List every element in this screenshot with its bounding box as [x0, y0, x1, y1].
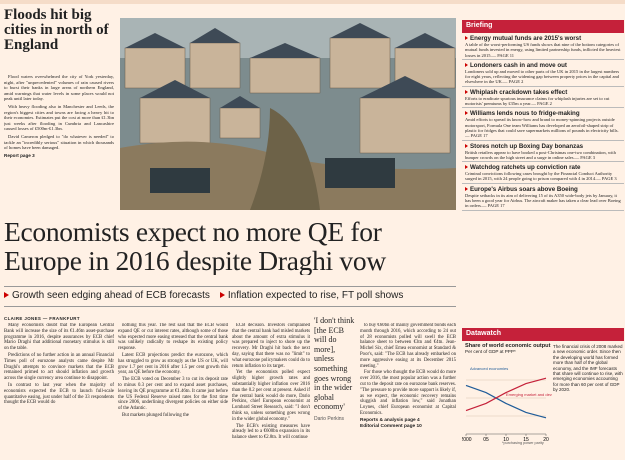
page-ref: Editorial Comment page 10: [360, 423, 422, 429]
briefing-item: Williams lends nous to fridge-making Amid…: [462, 108, 624, 141]
quote-source: Dario Perkins: [314, 415, 345, 422]
x-tick-label: 10: [503, 437, 509, 443]
datawatch-title: Datawatch: [462, 328, 624, 341]
briefing: Briefing Energy mutual funds are 2015's …: [462, 20, 624, 460]
paragraph: Predictions of no further action in an a…: [4, 352, 114, 382]
paragraph: Many economists doubt that the European …: [4, 323, 114, 352]
flood-paragraph: With heavy flooding also in Manchester a…: [4, 103, 114, 132]
paragraph: In contrast to last year when the majori…: [4, 382, 114, 406]
x-tick-label: 20: [543, 437, 549, 443]
briefing-body: Efforts to eradicate spurious insurance …: [465, 95, 610, 107]
page-ref: Report page 3: [4, 152, 35, 158]
chart-subtitle: Per cent of GDP at PPP*: [465, 349, 516, 354]
top-bar: [0, 0, 625, 4]
lead-headline: Economists expect no more QE for Europe …: [4, 217, 386, 275]
page-ref: Reports & analysis page 4: [360, 417, 420, 423]
x-tick-label: 05: [483, 437, 489, 443]
paragraph: to buy €60bn of mainly government bonds …: [360, 323, 456, 369]
legend-label: Emerging market and developing economies: [506, 392, 552, 397]
briefing-body: Despite setbacks in its aim of deliverin…: [465, 192, 621, 209]
flood-photo: [120, 18, 456, 210]
quote-text: 'I don't think [the ECB will do more], u…: [314, 316, 355, 412]
briefing-headline: Williams lends nous to fridge-making: [465, 110, 621, 117]
flood-headline: Floods hit big cities in north of Englan…: [4, 8, 109, 53]
legend-label: Advanced economies: [470, 366, 508, 371]
chart-note: *purchasing power parity: [502, 441, 544, 445]
x-tick-label: 15: [523, 437, 529, 443]
paragraph: Yet the economists polled expect slightl…: [232, 370, 310, 422]
paragraph: The ECB's existing measures have already…: [232, 423, 310, 441]
paragraph: ECB decision. Investors complained that …: [232, 323, 310, 369]
subheads: Growth seen edging ahead of ECB forecast…: [4, 290, 456, 301]
briefing-item: Whiplash crackdown takes effect Efforts t…: [462, 87, 624, 109]
text-column: to buy €60bn of mainly government bonds …: [360, 323, 456, 460]
briefing-item: Energy mutual funds are 2015's worst A ta…: [462, 33, 624, 60]
subhead: Growth seen edging ahead of ECB forecast…: [4, 290, 210, 301]
paragraph: But markets plunged following the: [122, 412, 189, 418]
text-column: nothing this year. The rest said that th…: [118, 323, 228, 460]
byline: CLAIRE JONES — FRANKFURT: [4, 316, 80, 321]
briefing-body: British retailers appear to have booked …: [465, 149, 616, 160]
text-column: Many economists doubt that the European …: [4, 323, 114, 460]
briefing-body: A table of the worst-performing US funds…: [465, 42, 621, 58]
series-line: [465, 377, 547, 412]
briefing-headline: Watchdog ratchets up conviction rate: [465, 164, 621, 171]
rule: [4, 306, 456, 307]
briefing-item: Stores notch up Boxing Day bonanzas Briti…: [462, 141, 624, 163]
briefing-headline: Europe's Airbus soars above Boeing: [465, 186, 621, 193]
subhead: Inflation expected to rise, FT poll show…: [220, 290, 403, 301]
paragraph: nothing this year. The rest said that th…: [118, 323, 228, 352]
chart: 2000 05 10 15 20 Advanced economies Emerging m…: [462, 366, 552, 445]
datawatch: Datawatch Share of world economic output…: [462, 328, 624, 460]
briefing-headline: Londoners cash in and move out: [465, 62, 621, 69]
flood-paragraph: David Cameron pledged to "do whatever is…: [4, 133, 114, 151]
briefing-item: Europe's Airbus soars above Boeing Despit…: [462, 184, 624, 211]
rule: [4, 286, 456, 287]
paragraph: For those who thought the ECB would do m…: [360, 370, 456, 416]
briefing-headline: Energy mutual funds are 2015's worst: [465, 35, 621, 42]
briefing-body: Londoners sold up and moved to other par…: [465, 68, 620, 85]
briefing-body: Criminal convictions following cases bro…: [465, 171, 617, 182]
text-column: ECB decision. Investors complained that …: [232, 323, 310, 460]
flood-body: Flood waters overwhelmed the city of Yor…: [4, 74, 114, 202]
briefing-title: Briefing: [462, 20, 624, 33]
briefing-body: Amid efforts to spread its know-how and …: [465, 117, 619, 139]
series-line: [465, 384, 547, 419]
chart-title: Share of world economic output: [465, 343, 551, 349]
datawatch-note: The financial crisis of 2008 marked a ne…: [553, 344, 623, 393]
briefing-headline: Whiplash crackdown takes effect: [465, 89, 621, 96]
briefing-item: Watchdog ratchets up conviction rate Crim…: [462, 162, 624, 184]
x-tick-label: 2000: [462, 437, 472, 443]
paragraph: The ECB voted on December 3 to cut its d…: [118, 377, 228, 412]
briefing-item: Londoners cash in and move out Londoners …: [462, 60, 624, 87]
pull-quote: 'I don't think [the ECB will do more], u…: [314, 316, 356, 425]
briefing-headline: Stores notch up Boxing Day bonanzas: [465, 143, 621, 150]
paragraph: Latest ECB projections predict the euroz…: [118, 352, 228, 376]
flood-paragraph: Flood waters overwhelmed the city of Yor…: [4, 74, 114, 102]
